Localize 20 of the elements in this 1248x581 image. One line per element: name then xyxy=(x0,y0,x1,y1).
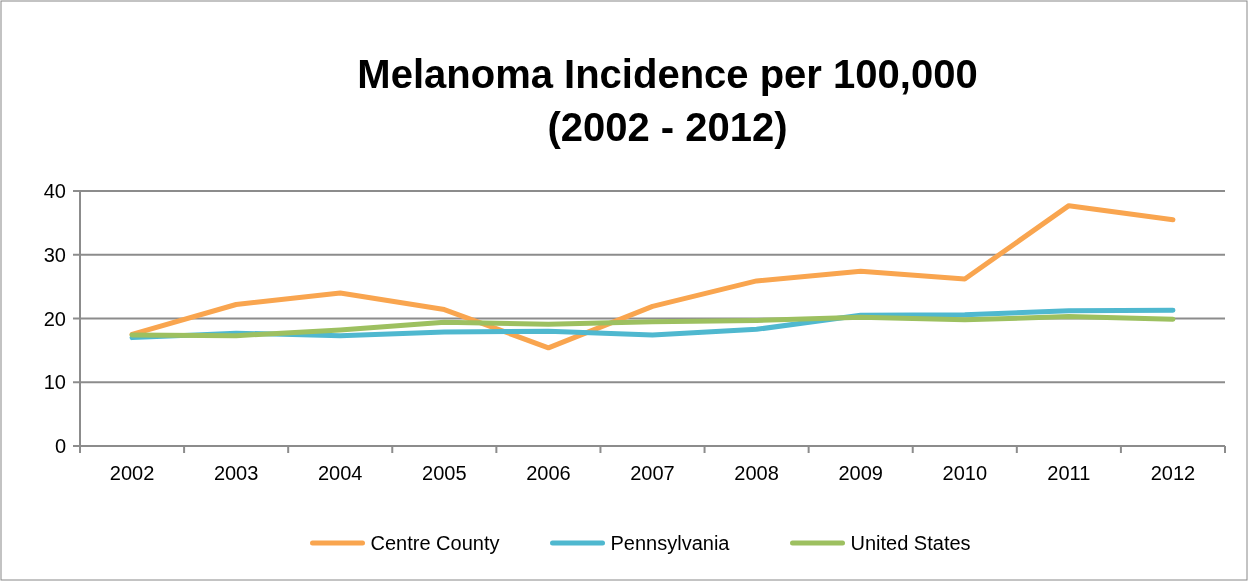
legend-label: United States xyxy=(850,532,971,554)
y-tick-label: 40 xyxy=(43,180,66,202)
x-tick-label: 2002 xyxy=(109,462,155,484)
x-tick-label: 2010 xyxy=(942,462,988,484)
legend-label: Pennsylvania xyxy=(610,532,731,554)
x-tick-label: 2006 xyxy=(526,462,571,484)
legend-label: Centre County xyxy=(370,532,500,554)
x-tick-label: 2003 xyxy=(213,462,259,484)
x-tick-label: 2008 xyxy=(734,462,779,484)
y-tick-label: 30 xyxy=(43,243,66,266)
x-tick-label: 2007 xyxy=(630,462,675,484)
x-tick-label: 2012 xyxy=(1150,462,1196,484)
x-tick-label: 2009 xyxy=(838,462,883,484)
x-tick-label: 2004 xyxy=(317,462,363,484)
y-tick-label: 0 xyxy=(54,435,66,457)
chart-title: Melanoma Incidence per 100,000 (2002 - 2012) xyxy=(357,52,978,149)
x-tick-label: 2005 xyxy=(422,462,467,484)
y-tick-label: 20 xyxy=(43,307,66,330)
y-tick-label: 10 xyxy=(43,371,66,394)
x-tick-label: 2011 xyxy=(1047,462,1091,484)
